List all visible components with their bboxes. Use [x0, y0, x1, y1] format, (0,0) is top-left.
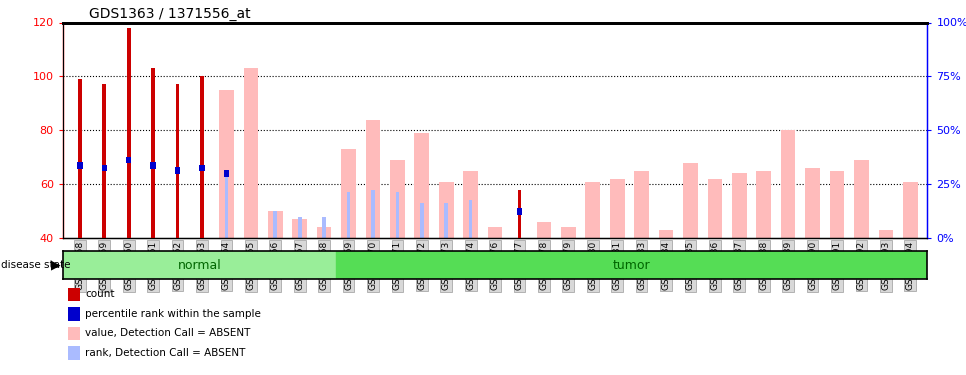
Bar	[439, 182, 454, 238]
Bar	[707, 179, 723, 238]
Bar	[903, 182, 918, 238]
Bar	[102, 84, 106, 238]
Bar	[151, 162, 156, 169]
Bar	[176, 84, 180, 238]
Bar	[737, 238, 741, 290]
Text: rank, Detection Call = ABSENT: rank, Detection Call = ABSENT	[85, 348, 245, 358]
Bar	[610, 179, 624, 238]
Bar	[591, 238, 595, 286]
Bar	[639, 238, 643, 286]
Bar	[414, 133, 429, 238]
Bar	[878, 230, 894, 238]
Bar	[615, 238, 619, 286]
Bar	[542, 238, 546, 286]
Text: percentile rank within the sample: percentile rank within the sample	[85, 309, 261, 319]
Bar	[243, 68, 258, 238]
Bar	[219, 90, 234, 238]
Bar	[78, 79, 82, 238]
Bar	[341, 149, 355, 238]
Bar	[854, 160, 868, 238]
Bar	[464, 171, 478, 238]
Bar	[126, 157, 131, 164]
Bar	[273, 211, 277, 238]
Bar	[77, 162, 82, 169]
Bar	[224, 170, 229, 177]
Bar	[683, 163, 697, 238]
Bar	[200, 76, 204, 238]
Bar	[635, 171, 649, 238]
Bar	[908, 238, 912, 281]
Bar	[786, 238, 790, 281]
Bar	[347, 192, 351, 238]
Bar	[127, 28, 130, 238]
Bar	[732, 173, 747, 238]
Bar	[762, 238, 766, 286]
Bar	[63, 251, 336, 279]
Bar	[336, 251, 927, 279]
Bar	[366, 120, 381, 238]
Bar	[884, 238, 888, 297]
Bar	[689, 238, 693, 286]
Bar	[371, 190, 375, 238]
Bar	[781, 130, 795, 238]
Bar	[323, 217, 326, 238]
Text: value, Detection Call = ABSENT: value, Detection Call = ABSENT	[85, 328, 250, 338]
Bar	[585, 182, 600, 238]
Bar	[806, 168, 820, 238]
Bar	[756, 171, 771, 238]
Text: count: count	[85, 290, 115, 299]
Bar	[830, 171, 844, 238]
Text: normal: normal	[178, 259, 221, 272]
Bar	[518, 190, 522, 238]
Bar	[298, 217, 301, 238]
Bar	[395, 192, 399, 238]
Bar	[659, 230, 673, 238]
Bar	[317, 227, 331, 238]
Text: ▶: ▶	[51, 259, 61, 272]
Bar	[444, 203, 448, 238]
Bar	[293, 219, 307, 238]
Bar	[810, 238, 814, 286]
Bar	[420, 203, 424, 238]
Bar	[224, 173, 228, 238]
Bar	[561, 227, 576, 238]
Bar	[175, 167, 181, 174]
Text: disease state: disease state	[1, 260, 71, 270]
Bar	[713, 238, 717, 290]
Bar	[536, 222, 552, 238]
Bar	[517, 208, 523, 214]
Text: GDS1363 / 1371556_at: GDS1363 / 1371556_at	[89, 8, 250, 21]
Text: tumor: tumor	[613, 259, 651, 272]
Bar	[152, 68, 155, 238]
Bar	[566, 238, 570, 292]
Bar	[469, 200, 472, 238]
Bar	[268, 211, 283, 238]
Bar	[101, 165, 107, 171]
Bar	[390, 160, 405, 238]
Bar	[199, 165, 205, 171]
Bar	[488, 227, 502, 238]
